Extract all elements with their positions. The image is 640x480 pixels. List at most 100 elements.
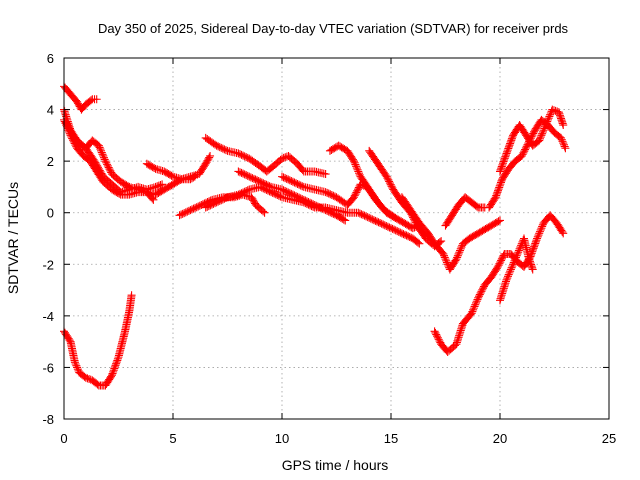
data-point-marker — [472, 298, 481, 307]
data-point-marker — [349, 157, 358, 166]
data-point-marker — [435, 336, 444, 345]
data-point-marker — [243, 186, 252, 195]
data-point-marker — [534, 231, 543, 240]
data-point-marker — [537, 224, 546, 233]
data-point-marker — [148, 194, 157, 203]
data-point-marker — [469, 305, 478, 314]
data-point-marker — [383, 174, 392, 183]
y-axis-label: SDTVAR / TECUs — [5, 182, 21, 294]
data-point-marker — [502, 149, 511, 158]
data-point-marker — [470, 302, 479, 311]
data-point-marker — [541, 122, 550, 131]
data-point-marker — [349, 193, 358, 202]
data-point-marker — [492, 189, 501, 198]
data-point-marker — [514, 246, 523, 255]
data-point-marker — [506, 267, 515, 276]
data-point-marker — [537, 131, 546, 140]
data-point-marker — [500, 154, 509, 163]
data-point-marker — [96, 145, 105, 154]
x-tick-label: 20 — [493, 431, 507, 446]
data-point-marker — [545, 112, 554, 121]
data-point-marker — [507, 136, 516, 145]
series-track-7 — [175, 190, 269, 220]
data-point-marker — [439, 249, 448, 258]
y-tick-label: -2 — [42, 257, 54, 272]
data-point-marker — [541, 121, 550, 130]
series-track-18 — [430, 211, 568, 356]
data-point-marker — [528, 245, 537, 254]
data-point-marker — [544, 114, 553, 123]
data-point-marker — [113, 354, 122, 363]
data-point-marker — [105, 165, 114, 174]
data-point-marker — [111, 361, 120, 370]
data-point-marker — [94, 141, 103, 150]
data-point-marker — [341, 216, 350, 225]
data-point-marker — [83, 374, 92, 383]
data-point-marker — [110, 364, 119, 373]
data-point-marker — [497, 162, 506, 171]
data-point-marker — [452, 255, 461, 264]
data-point-marker — [538, 129, 547, 138]
data-point-marker — [501, 151, 510, 160]
data-point-marker — [509, 258, 518, 267]
data-point-marker — [355, 169, 364, 178]
data-point-marker — [531, 237, 540, 246]
data-point-marker — [548, 105, 557, 114]
x-tick-label: 0 — [60, 431, 67, 446]
data-point-marker — [514, 248, 523, 257]
data-point-marker — [506, 265, 515, 274]
data-point-marker — [64, 123, 73, 132]
data-point-marker — [559, 139, 568, 148]
data-point-marker — [386, 180, 395, 189]
data-point-marker — [354, 185, 363, 194]
data-point-marker — [385, 179, 394, 188]
data-point-marker — [503, 274, 512, 283]
data-point-marker — [493, 188, 502, 197]
data-point-marker — [353, 186, 362, 195]
data-point-marker — [72, 361, 81, 370]
data-point-marker — [498, 160, 507, 169]
data-point-marker — [442, 258, 451, 267]
data-point-marker — [479, 284, 488, 293]
data-point-marker — [110, 362, 119, 371]
data-point-marker — [503, 147, 512, 156]
grid-lines — [64, 58, 609, 419]
data-point-marker — [559, 121, 568, 130]
data-point-marker — [99, 153, 108, 162]
data-point-marker — [149, 195, 158, 204]
data-point-marker — [495, 181, 504, 190]
data-point-marker — [71, 359, 80, 368]
data-point-marker — [512, 251, 521, 260]
data-point-marker — [503, 272, 512, 281]
data-point-marker — [440, 253, 449, 262]
data-point-marker — [511, 255, 520, 264]
data-point-marker — [109, 367, 118, 376]
data-point-marker — [499, 157, 508, 166]
data-point-marker — [532, 236, 541, 245]
data-point-marker — [530, 241, 539, 250]
series-track-16 — [485, 115, 570, 212]
x-axis-label: GPS time / hours — [282, 457, 389, 473]
data-point-marker — [500, 155, 509, 164]
data-point-marker — [102, 158, 111, 167]
data-point-marker — [474, 293, 483, 302]
data-point-marker — [535, 227, 544, 236]
data-point-marker — [434, 335, 443, 344]
data-point-marker — [535, 136, 544, 145]
data-point-marker — [497, 164, 506, 173]
series-track-6 — [60, 291, 136, 390]
data-point-marker — [265, 182, 274, 191]
data-point-marker — [494, 186, 503, 195]
data-point-marker — [190, 172, 199, 181]
data-point-marker — [382, 172, 391, 181]
data-point-marker — [502, 275, 511, 284]
data-point-marker — [453, 251, 462, 260]
data-point-marker — [76, 142, 85, 151]
data-point-marker — [104, 163, 113, 172]
data-point-marker — [528, 265, 537, 274]
y-tick-label: 6 — [47, 51, 54, 66]
data-point-marker — [81, 373, 90, 382]
data-point-marker — [546, 110, 555, 119]
data-point-marker — [478, 285, 487, 294]
